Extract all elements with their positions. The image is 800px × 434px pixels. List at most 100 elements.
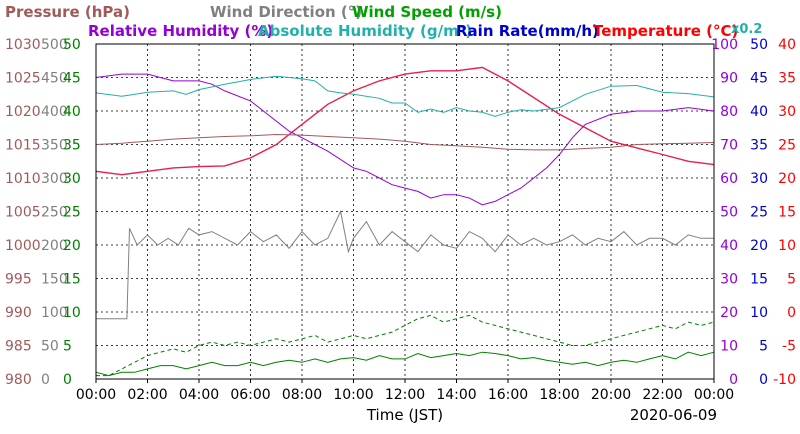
rh-tick-label: 80 [720, 104, 738, 120]
temp-tick-label: 10 [778, 238, 796, 254]
rh-tick-label: 60 [720, 171, 738, 187]
x-axis-label: Time (JST) [366, 406, 443, 424]
wind_speed-tick-label: 25 [63, 205, 81, 221]
wind_speed-tick-label: 15 [63, 272, 81, 288]
pressure-tick-label: 1025 [5, 71, 41, 87]
wind_dir-tick-label: 100 [41, 305, 68, 321]
rain-tick-label: 25 [750, 205, 768, 221]
temp-tick-label: 35 [778, 71, 796, 87]
pressure-tick-label: 995 [5, 272, 32, 288]
temp-tick-label: -10 [773, 372, 796, 388]
rh-tick-label: 40 [720, 238, 738, 254]
wind_speed-tick-label: 30 [63, 171, 81, 187]
chart-legend: Pressure (hPa) Wind Direction (°)Wind Spe… [5, 3, 762, 40]
temp-tick-label: 0 [787, 305, 796, 321]
wind_dir-tick-label: 350 [41, 138, 68, 154]
rh-tick-label: 20 [720, 305, 738, 321]
rain-tick-label: 5 [759, 339, 768, 355]
pressure-tick-label: 990 [5, 305, 32, 321]
x-tick-label: 22:00 [642, 387, 682, 403]
rh-tick-label: 0 [729, 372, 738, 388]
wind_speed-tick-label: 0 [63, 372, 72, 388]
x-tick-label: 20:00 [591, 387, 631, 403]
wind_dir-tick-label: 50 [41, 339, 59, 355]
wind_speed-tick-label: 50 [63, 37, 81, 53]
wind_dir-tick-label: 450 [41, 71, 68, 87]
chart-axes: 1030102510201015101010051000995990985980… [5, 37, 796, 403]
series-wind_dir [96, 209, 714, 320]
temp-tick-label: 20 [778, 171, 796, 187]
legend-temp: Temperature (°C) [593, 22, 738, 40]
chart-grid [96, 44, 714, 379]
legend-pressure: Pressure (hPa) [5, 3, 130, 21]
legend-ah: Absolute Humidity (g/m³) [258, 22, 472, 40]
x-tick-label: 04:00 [179, 387, 219, 403]
series-ah [95, 75, 715, 117]
wind_dir-tick-label: 300 [41, 171, 68, 187]
wind_dir-tick-label: 400 [41, 104, 68, 120]
wind_speed-tick-label: 5 [63, 339, 72, 355]
series-rh [95, 73, 715, 206]
pressure-tick-label: 1020 [5, 104, 41, 120]
temp-tick-label: 30 [778, 104, 796, 120]
x-tick-label: 02:00 [127, 387, 167, 403]
x-tick-label: 16:00 [488, 387, 528, 403]
rain-tick-label: 15 [750, 272, 768, 288]
legend-wind_dir: Wind Direction (°) [210, 3, 362, 21]
wind_speed-tick-label: 35 [63, 138, 81, 154]
rain-tick-label: 35 [750, 138, 768, 154]
pressure-tick-label: 985 [5, 339, 32, 355]
rain-tick-label: 50 [750, 37, 768, 53]
chart-series [95, 66, 715, 380]
series-wind_gust [96, 314, 715, 377]
x-tick-label: 10:00 [333, 387, 373, 403]
rh-tick-label: 30 [720, 272, 738, 288]
rh-tick-label: 70 [720, 138, 738, 154]
rh-tick-label: 100 [711, 37, 738, 53]
x-tick-label: 00:00 [694, 387, 734, 403]
temp-tick-label: 40 [778, 37, 796, 53]
rain-tick-label: 40 [750, 104, 768, 120]
absolute-humidity-scale-note: x0.2 [731, 22, 762, 37]
x-tick-label: 08:00 [282, 387, 322, 403]
rh-tick-label: 90 [720, 71, 738, 87]
wind_dir-tick-label: 150 [41, 272, 68, 288]
chart-date: 2020-06-09 [630, 406, 717, 424]
temp-tick-label: 25 [778, 138, 796, 154]
temp-tick-label: 15 [778, 205, 796, 221]
legend-rh: Relative Humidity (%) [88, 22, 273, 40]
wind_dir-tick-label: 200 [41, 238, 68, 254]
series-wind_speed [95, 351, 715, 377]
wind_dir-tick-label: 0 [41, 372, 50, 388]
pressure-tick-label: 1000 [5, 238, 41, 254]
wind_speed-tick-label: 20 [63, 238, 81, 254]
wind_dir-tick-label: 500 [41, 37, 68, 53]
pressure-tick-label: 1030 [5, 37, 41, 53]
wind_speed-tick-label: 45 [63, 71, 81, 87]
legend-rain: Rain Rate(mm/h) [456, 22, 599, 40]
x-tick-label: 14:00 [436, 387, 476, 403]
pressure-tick-label: 1015 [5, 138, 41, 154]
rain-tick-label: 30 [750, 171, 768, 187]
rain-tick-label: 0 [759, 372, 768, 388]
legend-wind_speed: Wind Speed (m/s) [352, 3, 502, 21]
x-tick-label: 12:00 [385, 387, 425, 403]
wind_speed-tick-label: 40 [63, 104, 81, 120]
rain-tick-label: 20 [750, 238, 768, 254]
x-tick-label: 06:00 [230, 387, 270, 403]
pressure-tick-label: 1005 [5, 205, 41, 221]
rain-tick-label: 10 [750, 305, 768, 321]
series-pressure [95, 133, 715, 151]
rh-tick-label: 50 [720, 205, 738, 221]
pressure-tick-label: 1010 [5, 171, 41, 187]
rh-tick-label: 10 [720, 339, 738, 355]
wind_dir-tick-label: 250 [41, 205, 68, 221]
rain-tick-label: 45 [750, 71, 768, 87]
wind_speed-tick-label: 10 [63, 305, 81, 321]
pressure-tick-label: 980 [5, 372, 32, 388]
temp-tick-label: -5 [782, 339, 796, 355]
x-tick-label: 18:00 [539, 387, 579, 403]
temp-tick-label: 5 [787, 272, 796, 288]
x-tick-label: 00:00 [76, 387, 116, 403]
